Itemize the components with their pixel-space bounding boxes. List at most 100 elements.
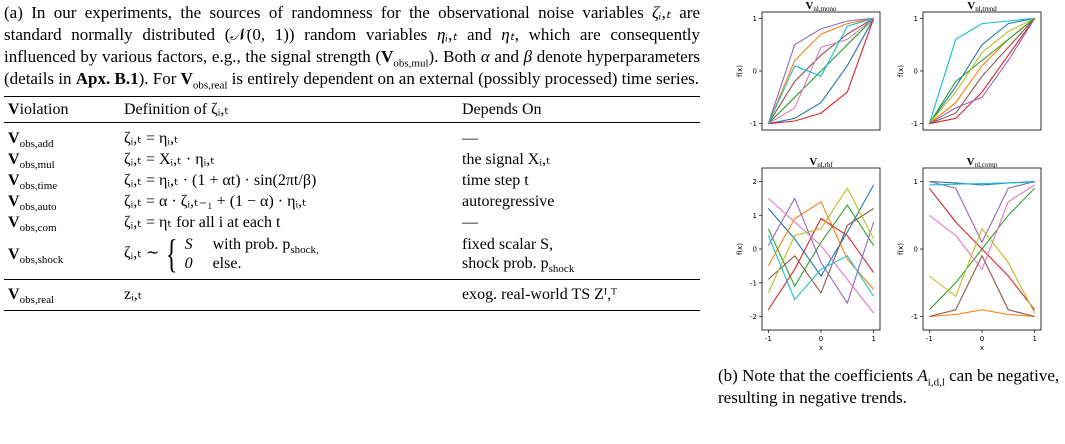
header-cell: Depends On [458, 96, 700, 123]
depends-text: shock prob. p [462, 255, 549, 272]
series-line [929, 181, 1035, 186]
series-line [929, 309, 1035, 318]
caption-text: ). For [138, 69, 181, 88]
caption-text: (a) In our experiments, the sources of r… [4, 3, 653, 22]
series-line [928, 17, 1035, 125]
case-value: S [184, 236, 193, 253]
violation-sub: obs,mul [19, 159, 55, 172]
series-line [768, 18, 875, 125]
series-line [767, 17, 874, 124]
violation-cell: Vobs,mul [4, 149, 120, 172]
series-line [767, 17, 874, 124]
series-line [767, 17, 875, 125]
caption-math: A [917, 366, 928, 385]
depends-cell: exog. real-world TS Zᴵ,ᵀ [458, 279, 700, 311]
chart-title-main: V [805, 0, 813, 12]
caption-math: α [480, 47, 490, 66]
case-value: 0 [184, 255, 193, 272]
y-tick-label: 1 [914, 15, 918, 23]
definition-cell: ζᵢ,ₜ = ηᵢ,ₜ [124, 130, 179, 147]
definition-lead: ζᵢ,ₜ ∼ [124, 244, 160, 262]
depends-line: fixed scalar S, [462, 235, 696, 254]
caption-text: (b) Note that the coefficients [718, 366, 918, 385]
case-sub: shock, [290, 244, 319, 257]
table-row: Vobs,real zᵢ,ₜ exog. real-world TS Zᴵ,ᵀ [4, 279, 700, 311]
series-line [928, 17, 1035, 125]
series-line [767, 204, 875, 288]
x-tick-label: -1 [765, 335, 772, 343]
series-line [767, 17, 874, 124]
violation-sub: obs,auto [19, 201, 57, 214]
depends-cell: — [462, 214, 478, 231]
depends-cell: autoregressive [462, 193, 555, 210]
violation-cell: Vobs,com [4, 212, 120, 235]
x-axis-label: x [980, 344, 984, 352]
series-line [929, 17, 1036, 125]
chart-title: Vnl,mono [805, 0, 837, 13]
series-line [928, 17, 1036, 125]
chart-title-sub: nl,trend [975, 5, 997, 13]
chart-title-sub: nl,mono [813, 5, 837, 13]
series-line [928, 184, 1035, 271]
caption-math: β [523, 47, 533, 66]
chart-title: Vnl,comp [967, 156, 998, 169]
caption-b: (b) Note that the coefficients Ai,d,l ca… [718, 365, 1060, 409]
caption-text: ). Both [428, 47, 481, 66]
x-tick-label: -1 [926, 335, 933, 343]
violation-cell: Vobs,add [4, 123, 120, 150]
caption-text: and [457, 25, 502, 44]
violation-cell: Vobs,auto [4, 191, 120, 214]
chart-title: Vnl,trend [967, 0, 997, 13]
caption-math: (𝒩(0, 1)) [224, 25, 295, 44]
case-cond: with prob. p [212, 236, 291, 253]
series-line [929, 180, 1035, 244]
caption-sub: obs,real [192, 79, 228, 92]
depends-cell: — [462, 130, 478, 147]
y-tick-label: 0 [914, 246, 918, 254]
caption-bold: V [381, 47, 394, 66]
caption-text: , which are consequently influenced by v… [4, 25, 701, 66]
caption-bold: V [180, 69, 193, 88]
violation-symbol: V [8, 214, 20, 231]
caption-text: random variables [294, 25, 437, 44]
table-row: Vobs,auto ζᵢ,ₜ = α · ζᵢ,ₜ₋₁ + (1 − α) · η… [4, 191, 700, 214]
violation-sub: obs,add [19, 138, 54, 151]
violation-symbol: V [8, 245, 20, 263]
violation-sub: obs,com [19, 222, 57, 235]
series-line [929, 17, 1036, 125]
caption-sub: obs,mul [393, 57, 429, 70]
series-line [929, 18, 1036, 125]
chart-title-sub: nl,rbf [817, 161, 833, 169]
header-row: Violation Definition of ζᵢ,ₜ Depends On [4, 96, 700, 123]
y-tick-label: 0 [753, 68, 757, 76]
y-tick-label: -1 [750, 120, 757, 128]
definition-cell: ζᵢ,ₜ = Xᵢ,ₜ · ηᵢ,ₜ [124, 151, 215, 168]
depends-text: fixed scalar S, [462, 236, 554, 253]
depends-line: shock prob. pshock [462, 254, 696, 275]
table-row: Vobs,mul ζᵢ,ₜ = Xᵢ,ₜ · ηᵢ,ₜ the signal Xᵢ,… [4, 149, 700, 172]
y-tick-label: 0 [914, 68, 918, 76]
x-tick-label: 0 [980, 335, 984, 343]
y-axis-label: f(x) [736, 243, 744, 255]
caption-text: denote hyperparameters (details in [4, 47, 700, 88]
y-tick-label: -1 [911, 313, 918, 321]
table-row: Vobs,time ζᵢ,ₜ = ηᵢ,ₜ · (1 + αt) · sin(2π… [4, 170, 700, 192]
violation-cell: Vobs,shock [4, 233, 120, 280]
y-axis-label: f(x) [897, 65, 905, 77]
y-tick-label: 1 [753, 15, 757, 23]
caption-math: ζᵢ,ₜ [652, 3, 671, 22]
figure-plots: Vnl,mono -1 0 1 f(x) Vnl,trend -1 0 1 f(x) Vnl,rbf… [736, 0, 1042, 352]
case-line: 0 else. [185, 254, 319, 273]
y-tick-label: -2 [750, 313, 757, 321]
table-row: Vobs,com ζᵢ,ₜ = ηₜ for all i at each t — [4, 212, 700, 235]
y-tick-label: 1 [753, 212, 757, 220]
series-line [768, 17, 875, 125]
series-line [767, 217, 875, 311]
x-tick-label: 1 [1032, 335, 1036, 343]
series-line [929, 254, 1035, 318]
violation-symbol: V [8, 130, 20, 147]
definition-cell: ζᵢ,ₜ = α · ζᵢ,ₜ₋₁ + (1 − α) · ηᵢ,ₜ [124, 193, 307, 210]
